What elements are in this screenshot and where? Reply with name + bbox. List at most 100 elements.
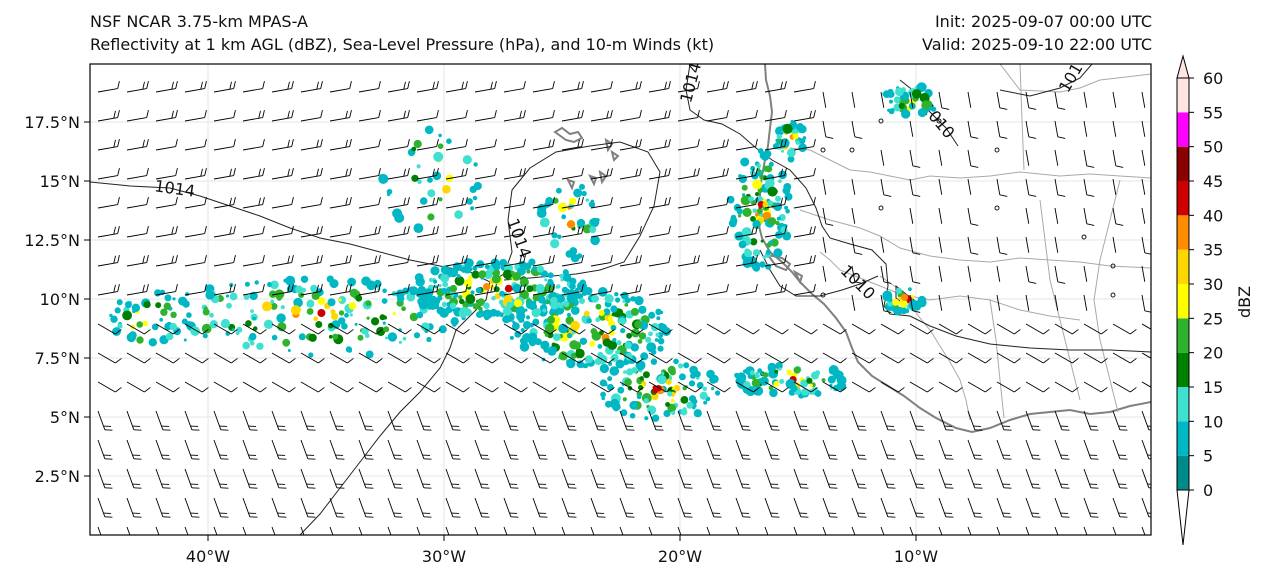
colorbar-tick-label: 45: [1203, 172, 1223, 191]
reflectivity-cell: [499, 313, 504, 318]
wind-barb: [445, 497, 461, 518]
wind-barb: [184, 168, 207, 180]
wind-barb: [271, 497, 287, 518]
wind-barb: [909, 294, 921, 313]
reflectivity-cell: [693, 409, 702, 418]
reflectivity-cell: [472, 303, 480, 310]
wind-barb: [387, 226, 410, 238]
reflectivity-cell: [598, 310, 605, 316]
reflectivity-cell: [673, 384, 680, 392]
reflectivity-cell: [365, 300, 372, 307]
reflectivity-cell: [459, 298, 465, 305]
reflectivity-cell: [456, 274, 461, 278]
reflectivity-cell: [543, 347, 549, 353]
wind-barb: [532, 381, 557, 393]
reflectivity-cell: [205, 290, 215, 300]
reflectivity-cell: [472, 195, 478, 201]
wind-barb: [677, 168, 700, 180]
wind-barb: [822, 410, 838, 431]
reflectivity-cell: [695, 372, 699, 376]
reflectivity-cell: [433, 279, 438, 284]
reflectivity-cell: [267, 282, 272, 287]
wind-barb: [967, 178, 972, 195]
wind-barb: [1141, 410, 1151, 431]
wind-barb: [503, 352, 528, 364]
wind-barb: [1141, 439, 1151, 460]
reflectivity-cell: [438, 284, 442, 287]
wind-barb: [561, 381, 586, 393]
reflectivity-cell: [651, 414, 660, 422]
reflectivity-cell: [562, 269, 569, 276]
wind-barb: [416, 323, 441, 335]
reflectivity-cell: [442, 185, 451, 194]
reflectivity-cell: [801, 388, 809, 396]
reflectivity-cell: [617, 386, 625, 394]
wind-barb: [590, 226, 613, 238]
wind-barb: [706, 81, 729, 93]
reflectivity-cell: [657, 345, 664, 352]
wind-barb: [996, 439, 1012, 460]
wind-barb: [271, 255, 294, 267]
wind-barb: [619, 352, 644, 364]
wind-barb: [271, 226, 294, 238]
reflectivity-cell: [773, 380, 780, 387]
reflectivity-cell: [775, 220, 780, 226]
wind-barb: [300, 468, 316, 489]
reflectivity-cell: [898, 296, 902, 300]
wind-barb: [155, 323, 180, 335]
colorbar-cell: [1177, 284, 1189, 319]
wind-barb: [184, 381, 209, 393]
reflectivity-cell: [355, 294, 363, 302]
reflectivity-cell: [513, 299, 523, 308]
wind-barb: [1054, 323, 1079, 335]
wind-barb: [706, 139, 729, 151]
reflectivity-cell: [762, 201, 769, 208]
lon-tick-label: 30°W: [422, 547, 466, 566]
colorbar-tick-label: 25: [1203, 309, 1223, 328]
reflectivity-cell: [908, 299, 919, 310]
lon-tick-label: 40°W: [186, 547, 230, 566]
wind-barb: [387, 323, 412, 335]
wind-barb: [358, 197, 381, 209]
wind-barb: [851, 352, 876, 364]
reflectivity-cell: [159, 317, 164, 322]
reflectivity-cell: [354, 322, 358, 326]
wind-barb: [329, 110, 352, 122]
reflectivity-cell: [798, 126, 806, 133]
reflectivity-cell: [160, 308, 168, 316]
wind-barb: [97, 497, 113, 518]
wind-barb: [909, 149, 921, 168]
wind-barb: [387, 168, 410, 180]
wind-barb: [793, 226, 816, 238]
reflectivity-cell: [556, 284, 561, 289]
reflectivity-cell: [269, 290, 277, 299]
reflectivity-cell: [366, 280, 377, 291]
reflectivity-cell: [775, 362, 783, 370]
wind-barb: [184, 110, 207, 122]
reflectivity-cell: [467, 260, 473, 266]
reflectivity-cell: [542, 308, 547, 313]
wind-barb: [996, 120, 1008, 139]
wind-barb: [648, 381, 673, 393]
wind-barb: [329, 526, 338, 535]
reflectivity-cell: [499, 290, 505, 297]
reflectivity-cell: [643, 398, 649, 404]
reflectivity-cell: [290, 305, 301, 316]
wind-barb: [938, 352, 963, 364]
wind-barb: [271, 439, 287, 460]
reflectivity-cell: [598, 287, 608, 297]
reflectivity-cell: [170, 311, 177, 318]
wind-barb: [1112, 120, 1117, 137]
reflectivity-cell: [809, 383, 813, 388]
reflectivity-cell: [531, 266, 537, 272]
wind-barb: [213, 226, 236, 238]
reflectivity-cell: [611, 404, 617, 409]
wind-barb: [851, 410, 867, 431]
reflectivity-cell: [570, 320, 580, 331]
wind-barb: [764, 110, 787, 122]
wind-barb: [938, 265, 943, 282]
wind-barb: [1054, 149, 1059, 166]
wind-barb: [793, 255, 816, 267]
reflectivity-cell: [209, 320, 218, 329]
reflectivity-cell: [536, 265, 544, 273]
